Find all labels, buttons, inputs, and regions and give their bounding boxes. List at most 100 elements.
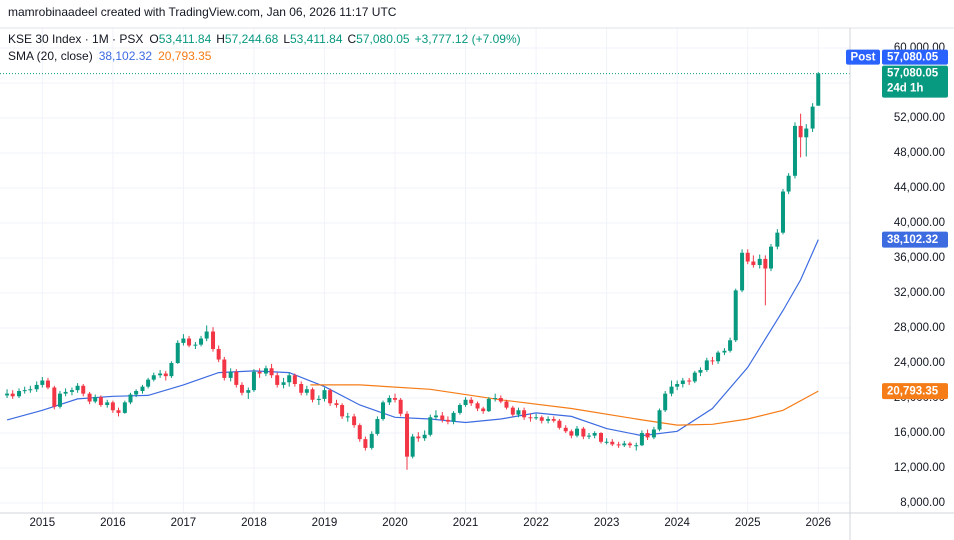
sma-slow-value: 20,793.35 bbox=[158, 49, 212, 63]
candle-body bbox=[463, 399, 468, 406]
candle-body bbox=[575, 428, 580, 436]
candle-body bbox=[405, 413, 410, 457]
candle-body bbox=[657, 410, 662, 430]
countdown-label: 24d 1h bbox=[887, 83, 923, 95]
x-tick-label: 2016 bbox=[100, 517, 126, 529]
candle-body bbox=[204, 331, 209, 339]
candle-body bbox=[334, 403, 339, 406]
candle-body bbox=[69, 390, 74, 392]
candle-body bbox=[639, 433, 644, 446]
candle-body bbox=[692, 372, 697, 382]
candle-body bbox=[122, 402, 127, 413]
candle-body bbox=[528, 417, 533, 419]
session-label: Post bbox=[851, 52, 876, 64]
y-tick-label: 24,000.00 bbox=[894, 357, 945, 369]
x-tick-label: 2018 bbox=[241, 517, 267, 529]
candle-body bbox=[669, 386, 674, 394]
candle-body bbox=[598, 433, 603, 442]
candle-body bbox=[63, 391, 68, 394]
candle-body bbox=[345, 416, 350, 418]
candle-body bbox=[93, 397, 98, 402]
candle-body bbox=[10, 393, 15, 397]
candle-body bbox=[422, 434, 427, 439]
candle-body bbox=[304, 389, 309, 393]
candle-body bbox=[163, 373, 168, 377]
candle-body bbox=[381, 402, 386, 420]
candle-body bbox=[610, 441, 615, 445]
candle-body bbox=[539, 417, 544, 421]
candle-body bbox=[393, 398, 398, 400]
ohlc-value: 57,244.68 bbox=[225, 32, 279, 46]
candle-body bbox=[792, 125, 797, 176]
candle-body bbox=[740, 252, 745, 291]
candle-body bbox=[581, 428, 586, 437]
y-tick-label: 52,000.00 bbox=[894, 112, 945, 124]
candle-body bbox=[804, 128, 809, 138]
y-tick-label: 28,000.00 bbox=[894, 322, 945, 334]
last-price-label: 57,080.05 bbox=[887, 68, 939, 80]
candle-body bbox=[798, 125, 803, 138]
candle-body bbox=[587, 435, 592, 437]
candle-body bbox=[299, 384, 304, 393]
candle-body bbox=[287, 375, 292, 383]
candle-body bbox=[5, 393, 10, 396]
candle-body bbox=[469, 399, 474, 404]
candle-body bbox=[134, 391, 139, 395]
candle-body bbox=[486, 398, 491, 412]
y-tick-label: 40,000.00 bbox=[894, 217, 945, 229]
candle-body bbox=[680, 380, 685, 385]
candle-body bbox=[22, 390, 27, 392]
session-badge bbox=[846, 49, 880, 65]
candle-body bbox=[251, 371, 256, 391]
candle-body bbox=[281, 382, 286, 385]
grid bbox=[0, 28, 850, 513]
candle-body bbox=[757, 258, 762, 266]
y-tick-label: 8,000.00 bbox=[900, 497, 945, 509]
ohlc-value: 53,411.84 bbox=[159, 32, 212, 46]
sma-badge bbox=[882, 231, 948, 248]
candle-body bbox=[181, 338, 186, 343]
candle-body bbox=[216, 349, 221, 360]
candle-body bbox=[239, 384, 244, 393]
candle-body bbox=[428, 417, 433, 435]
candle-body bbox=[352, 416, 357, 426]
candle-body bbox=[234, 371, 239, 385]
y-tick-label: 32,000.00 bbox=[894, 287, 945, 299]
candle-body bbox=[211, 331, 216, 350]
candle-body bbox=[569, 431, 574, 436]
y-tick-label: 12,000.00 bbox=[894, 462, 945, 474]
candle-body bbox=[645, 433, 650, 438]
candle-body bbox=[228, 371, 233, 378]
post-price-label: 57,080.05 bbox=[887, 52, 939, 64]
candle-body bbox=[369, 433, 374, 448]
candle-body bbox=[187, 338, 192, 346]
candle-body bbox=[516, 410, 521, 415]
change: +3,777.12 (+7.09%) bbox=[415, 32, 521, 46]
y-tick-label: 44,000.00 bbox=[894, 182, 945, 194]
candle-body bbox=[275, 375, 280, 385]
candle-body bbox=[410, 436, 415, 457]
ohlc-key: H bbox=[216, 32, 225, 46]
candle-body bbox=[246, 390, 251, 393]
x-tick-label: 2017 bbox=[171, 517, 197, 529]
candle-body bbox=[780, 191, 785, 233]
x-tick-label: 2024 bbox=[664, 517, 690, 529]
candle-body bbox=[146, 379, 151, 387]
plot-area bbox=[0, 72, 850, 470]
candle-body bbox=[457, 405, 462, 413]
x-tick-label: 2022 bbox=[523, 517, 549, 529]
candle-body bbox=[199, 338, 204, 345]
candle-body bbox=[169, 363, 174, 377]
ohlc-key: O bbox=[149, 32, 158, 46]
candle-body bbox=[786, 175, 791, 192]
candle-body bbox=[475, 403, 480, 409]
candle-body bbox=[616, 444, 621, 446]
x-tick-label: 2019 bbox=[312, 517, 338, 529]
candle-body bbox=[722, 350, 727, 353]
candle-body bbox=[87, 393, 92, 402]
candle-body bbox=[751, 261, 756, 266]
candle-body bbox=[316, 398, 321, 400]
candle-body bbox=[504, 401, 509, 408]
candle-body bbox=[634, 445, 639, 447]
